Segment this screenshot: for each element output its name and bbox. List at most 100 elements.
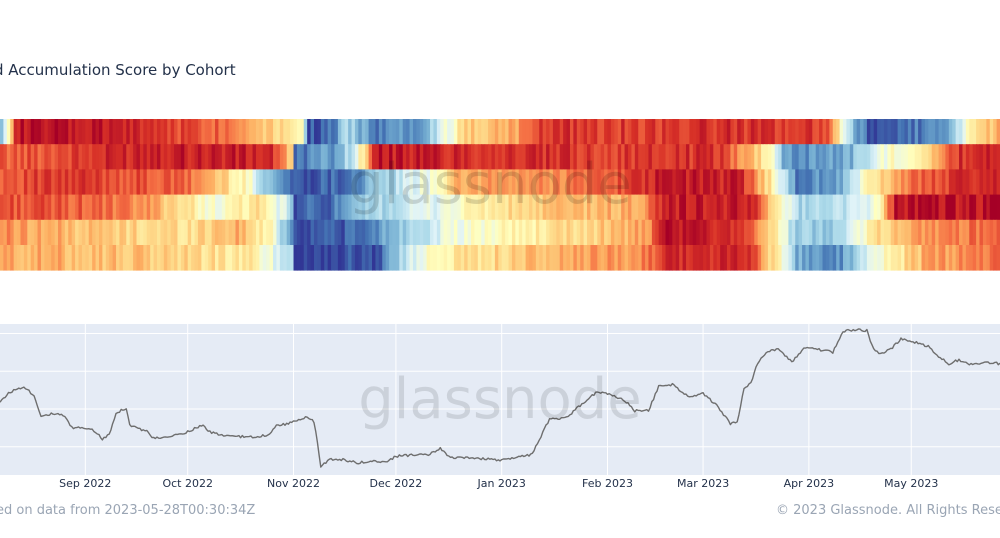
heatmap-cell xyxy=(518,194,523,221)
heatmap-cell xyxy=(856,219,861,246)
heatmap-cell xyxy=(361,194,366,221)
heatmap-cell xyxy=(928,245,933,271)
heatmap-cell xyxy=(675,194,680,221)
heatmap-cell xyxy=(361,119,366,145)
heatmap-cell xyxy=(648,219,653,246)
heatmap-cell xyxy=(877,219,882,246)
heatmap-cell xyxy=(672,194,677,221)
heatmap-cell xyxy=(754,219,759,246)
heatmap-cell xyxy=(402,245,407,271)
heatmap-cell xyxy=(948,144,953,170)
heatmap-cell xyxy=(853,194,858,221)
heatmap-cell xyxy=(10,245,15,271)
heatmap-cell xyxy=(211,245,216,271)
heatmap-cell xyxy=(481,169,486,195)
heatmap-cell xyxy=(358,245,363,271)
heatmap-cell xyxy=(453,169,458,195)
heatmap-cell xyxy=(276,169,281,195)
heatmap-cell xyxy=(539,245,544,271)
heatmap-cell xyxy=(894,144,899,170)
heatmap-cell xyxy=(771,169,776,195)
heatmap-cell xyxy=(211,119,216,145)
heatmap-cell xyxy=(726,169,731,195)
heatmap-cell xyxy=(627,144,632,170)
heatmap-cell xyxy=(532,144,537,170)
heatmap-cell xyxy=(880,219,885,246)
heatmap-cell xyxy=(467,169,472,195)
heatmap-cell xyxy=(177,194,182,221)
heatmap-cell xyxy=(812,219,817,246)
heatmap-cell xyxy=(699,144,704,170)
heatmap-cell xyxy=(778,245,783,271)
heatmap-cell xyxy=(716,245,721,271)
heatmap-cell xyxy=(583,219,588,246)
heatmap-cell xyxy=(170,144,175,170)
heatmap-cell xyxy=(419,144,424,170)
heatmap-cell xyxy=(276,245,281,271)
heatmap-cell xyxy=(409,144,414,170)
heatmap-cell xyxy=(6,119,11,145)
heatmap-cell xyxy=(337,245,342,271)
heatmap-cell xyxy=(324,169,329,195)
heatmap-cell xyxy=(952,169,957,195)
heatmap-cell xyxy=(795,169,800,195)
heatmap-cell xyxy=(996,219,1000,246)
heatmap-cell xyxy=(225,194,230,221)
heatmap-cell xyxy=(266,169,271,195)
heatmap-cell xyxy=(293,169,298,195)
heatmap-cell xyxy=(873,219,878,246)
heatmap-cell xyxy=(402,194,407,221)
heatmap-cell xyxy=(546,219,551,246)
heatmap-cell xyxy=(918,194,923,221)
heatmap-cell xyxy=(27,194,32,221)
price-gridlines xyxy=(0,324,1000,475)
heatmap-cell xyxy=(808,245,813,271)
heatmap-cell xyxy=(467,219,472,246)
heatmap-cell xyxy=(532,219,537,246)
heatmap-cell xyxy=(518,245,523,271)
heatmap-cell xyxy=(897,144,902,170)
heatmap-cell xyxy=(112,219,117,246)
heatmap-cell xyxy=(870,219,875,246)
heatmap-cell xyxy=(501,219,506,246)
heatmap-cell xyxy=(457,245,462,271)
heatmap-cell xyxy=(819,194,824,221)
heatmap-cell xyxy=(399,169,404,195)
heatmap-cell xyxy=(863,169,868,195)
heatmap-cell xyxy=(580,194,585,221)
heatmap-cell xyxy=(740,119,745,145)
heatmap-cell xyxy=(177,219,182,246)
heatmap-cell xyxy=(54,245,59,271)
heatmap-cell xyxy=(924,119,929,145)
heatmap-cell xyxy=(47,144,52,170)
heatmap-cell xyxy=(747,119,752,145)
heatmap-cell xyxy=(238,245,243,271)
heatmap-cell xyxy=(621,119,626,145)
heatmap-cell xyxy=(92,194,97,221)
heatmap-cell xyxy=(662,219,667,246)
heatmap-cell xyxy=(426,219,431,246)
heatmap-cell xyxy=(382,245,387,271)
heatmap-cell xyxy=(600,119,605,145)
heatmap-cell xyxy=(607,219,612,246)
heatmap-cell xyxy=(262,245,267,271)
heatmap-cell xyxy=(58,119,63,145)
heatmap-cell xyxy=(102,194,107,221)
heatmap-cell xyxy=(78,219,83,246)
heatmap-cell xyxy=(317,194,322,221)
heatmap-cell xyxy=(23,194,28,221)
heatmap-cell xyxy=(907,169,912,195)
heatmap-cell xyxy=(941,219,946,246)
heatmap-cell xyxy=(68,144,73,170)
heatmap-cell xyxy=(552,119,557,145)
heatmap-cell xyxy=(10,169,15,195)
heatmap-cell xyxy=(706,194,711,221)
heatmap-cell xyxy=(75,219,80,246)
heatmap-cell xyxy=(436,219,441,246)
heatmap-cell xyxy=(276,119,281,145)
heatmap-cell xyxy=(150,245,155,271)
heatmap-cell xyxy=(505,194,510,221)
heatmap-cell xyxy=(450,144,455,170)
heatmap-cell xyxy=(631,194,636,221)
heatmap-cell xyxy=(92,144,97,170)
